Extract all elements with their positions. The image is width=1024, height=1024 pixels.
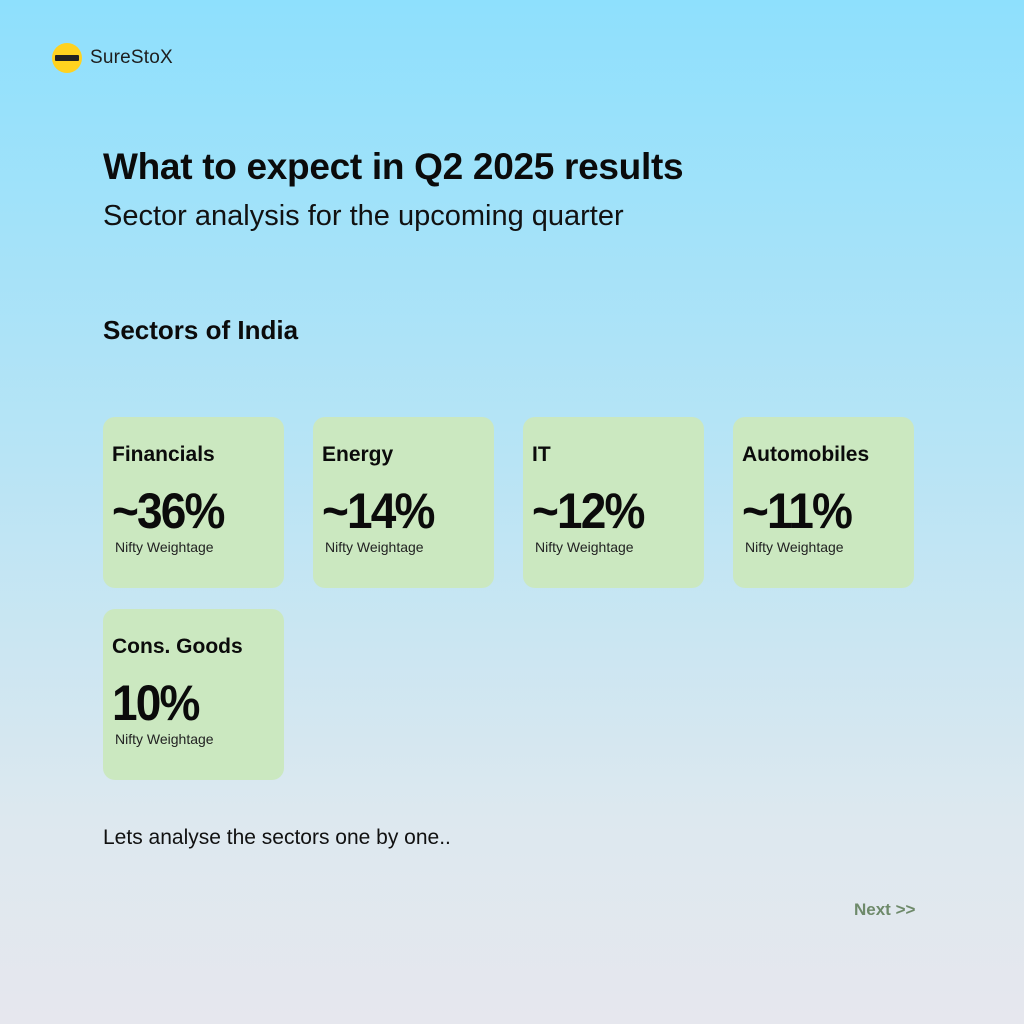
sector-label: Cons. Goods [112, 635, 243, 658]
sector-label: IT [532, 443, 551, 466]
sector-card-it: IT ~12% Nifty Weightage [523, 417, 704, 588]
sector-caption: Nifty Weightage [745, 539, 844, 555]
footer-text: Lets analyse the sectors one by one.. [103, 826, 451, 849]
sector-weight-value: ~14% [322, 483, 435, 539]
sector-weight-value: ~36% [112, 483, 225, 539]
page-subtitle: Sector analysis for the upcoming quarter [103, 200, 624, 232]
sector-weight-value: 10% [112, 675, 200, 731]
sector-label: Financials [112, 443, 215, 466]
page-title: What to expect in Q2 2025 results [103, 146, 684, 187]
sector-weight-value: ~11% [742, 483, 853, 539]
sector-weight-value: ~12% [532, 483, 645, 539]
brand: SureStoX [52, 43, 173, 73]
next-button[interactable]: Next >> [854, 900, 916, 919]
brand-logo-icon [52, 43, 82, 73]
sector-caption: Nifty Weightage [115, 539, 214, 555]
sector-label: Automobiles [742, 443, 870, 466]
sector-caption: Nifty Weightage [325, 539, 424, 555]
section-heading: Sectors of India [103, 315, 299, 345]
sector-card-energy: Energy ~14% Nifty Weightage [313, 417, 494, 588]
sector-card-financials: Financials ~36% Nifty Weightage [103, 417, 284, 588]
sector-caption: Nifty Weightage [115, 731, 214, 747]
brand-name: SureStoX [90, 47, 173, 68]
sector-card-cons-goods: Cons. Goods 10% Nifty Weightage [103, 609, 284, 780]
sector-card-automobiles: Automobiles ~11% Nifty Weightage [733, 417, 914, 588]
sector-caption: Nifty Weightage [535, 539, 634, 555]
sector-label: Energy [322, 443, 394, 466]
